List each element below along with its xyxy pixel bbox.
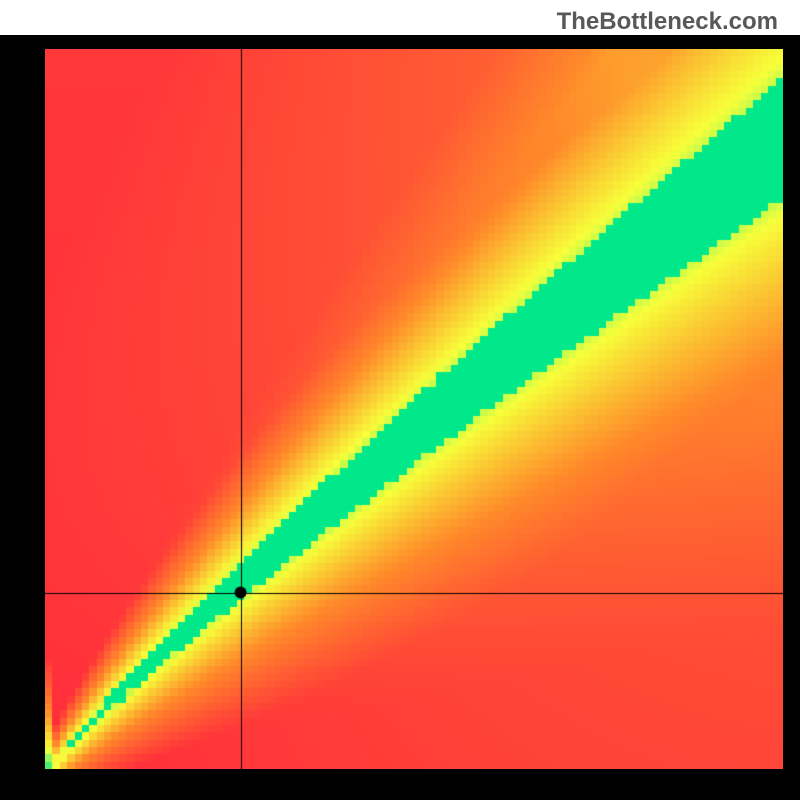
- watermark-text: TheBottleneck.com: [557, 8, 778, 36]
- bottleneck-heatmap: [0, 35, 800, 800]
- crosshair-overlay: [45, 49, 783, 769]
